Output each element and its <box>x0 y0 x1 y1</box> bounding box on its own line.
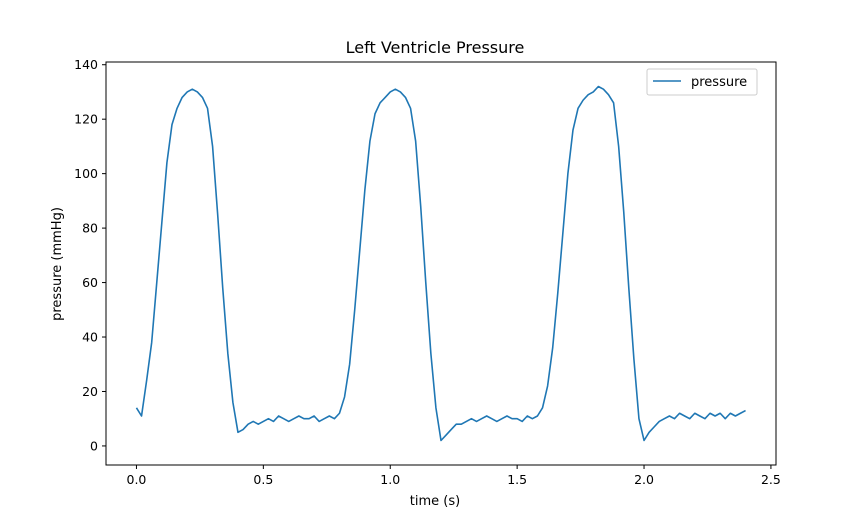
y-axis: 0 20 40 60 80 100 120 140 <box>74 57 106 453</box>
series-layer <box>135 85 746 442</box>
legend-box <box>646 68 758 96</box>
chart-title: Left Ventricle Pressure <box>346 38 525 57</box>
plot-frame <box>105 61 777 466</box>
y-tick-label: 80 <box>82 221 98 236</box>
x-tick-label: 1.5 <box>507 472 527 487</box>
legend-label-pressure: pressure <box>691 75 747 90</box>
y-tick-label: 0 <box>90 438 98 453</box>
x-tick-label: 2.5 <box>761 472 781 487</box>
x-tick-label: 0.0 <box>127 472 147 487</box>
x-tick-label: 0.5 <box>253 472 273 487</box>
series-line-pressure <box>135 85 746 442</box>
x-tick-label: 1.0 <box>380 472 400 487</box>
y-tick-label: 100 <box>74 166 98 181</box>
y-tick-label: 140 <box>74 57 98 72</box>
x-axis-label: time (s) <box>410 494 460 509</box>
y-tick-label: 120 <box>74 112 98 127</box>
y-tick-label: 60 <box>82 275 98 290</box>
x-tick-label: 2.0 <box>634 472 654 487</box>
legend: pressure <box>646 68 758 96</box>
y-tick-label: 40 <box>82 330 98 345</box>
x-axis: 0.0 0.5 1.0 1.5 2.0 2.5 <box>127 465 781 487</box>
y-axis-label: pressure (mmHg) <box>50 207 65 321</box>
y-tick-label: 20 <box>82 384 98 399</box>
